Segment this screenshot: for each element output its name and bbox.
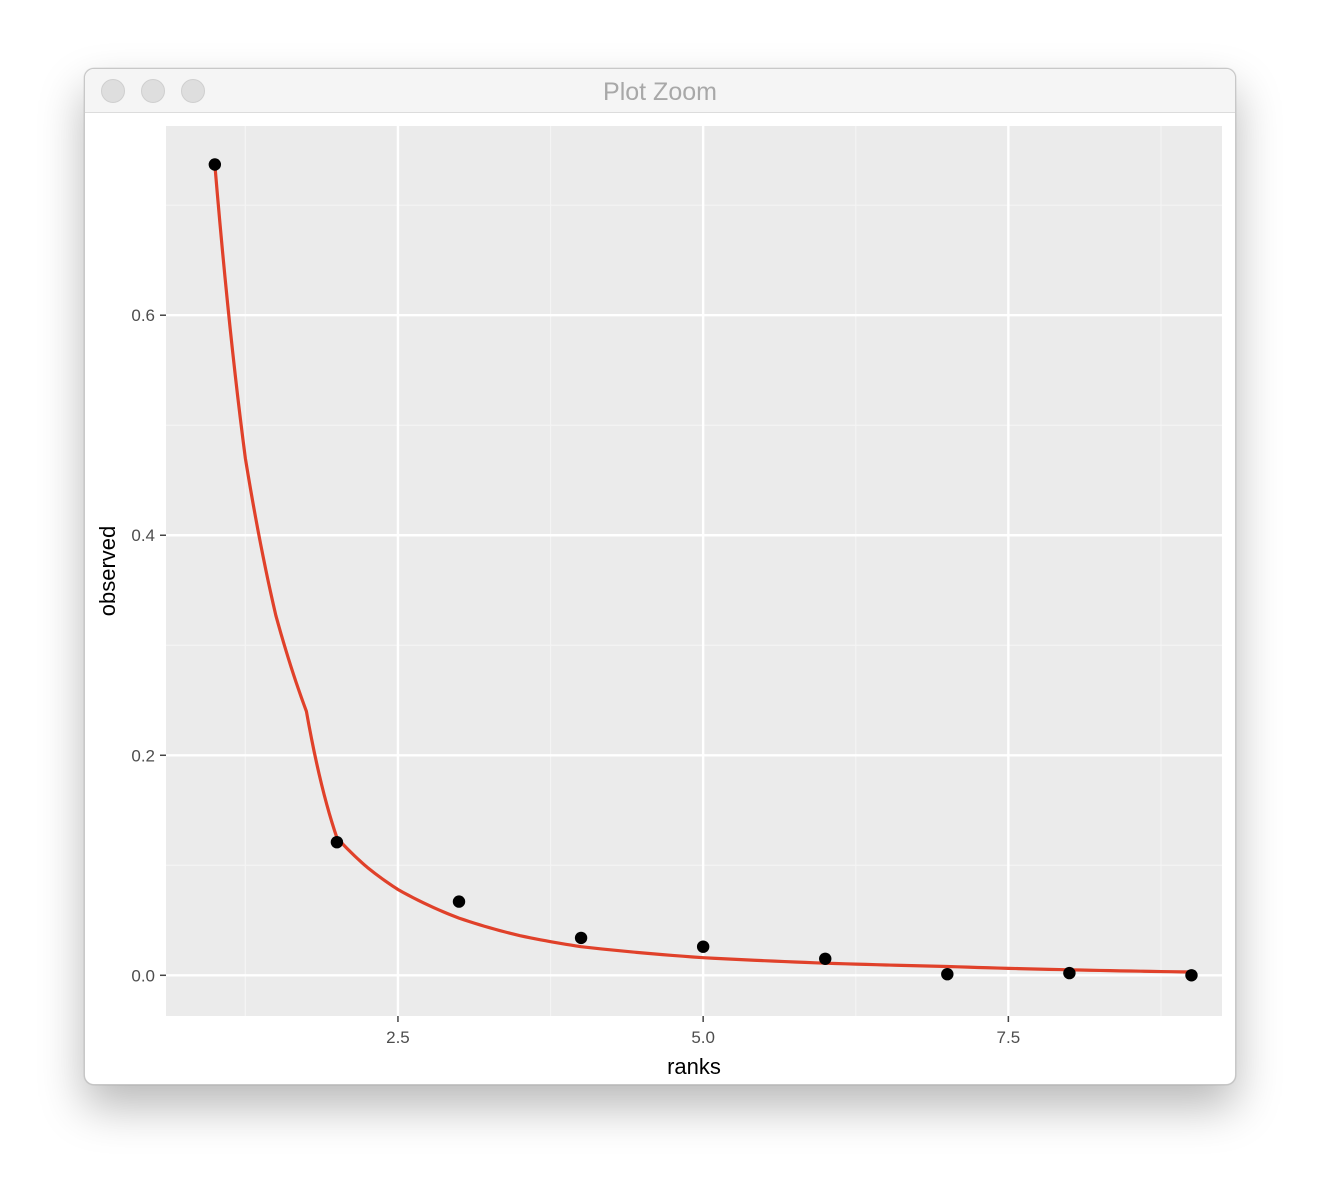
data-point [330,835,344,849]
data-point [208,158,222,171]
plot-area: 2.5 5.0 7.5 0.0 0.2 0.4 0.6 ranks observed [85,113,1235,1084]
x-tick-label: 5.0 [691,1028,715,1047]
points-layer [208,158,1198,982]
fit-line [213,162,1194,974]
zoom-button[interactable] [181,79,205,103]
x-tick-label: 2.5 [386,1028,410,1047]
data-point [452,895,466,908]
major-gridlines [166,126,1222,1016]
plot-zoom-window: Plot Zoom 2.5 5.0 7.5 0.0 0.2 0.4 0.6 ranks ob… [84,68,1236,1085]
data-point [819,952,832,965]
plot-panel [166,126,1222,1016]
data-point [1185,969,1198,982]
x-axis-label: ranks [667,1054,721,1079]
y-tick-label: 0.6 [131,306,155,325]
minor-gridlines [166,126,1222,1016]
y-tick-label: 0.2 [131,746,155,765]
x-tick-label: 7.5 [997,1028,1021,1047]
y-axis-label: observed [95,526,120,617]
y-tick-label: 0.4 [131,526,155,545]
window-title: Plot Zoom [603,78,717,106]
data-point [1063,966,1076,980]
fit-line-layer [213,162,1194,974]
window-titlebar[interactable]: Plot Zoom [85,69,1235,113]
y-tick-label: 0.0 [131,966,155,985]
axes: 2.5 5.0 7.5 0.0 0.2 0.4 0.6 [131,306,1020,1047]
minimize-button[interactable] [141,79,165,103]
data-point [696,940,710,953]
data-point [574,931,588,945]
close-button[interactable] [101,79,125,103]
chart-svg: 2.5 5.0 7.5 0.0 0.2 0.4 0.6 ranks observed [95,126,1222,1079]
data-point [941,967,954,981]
